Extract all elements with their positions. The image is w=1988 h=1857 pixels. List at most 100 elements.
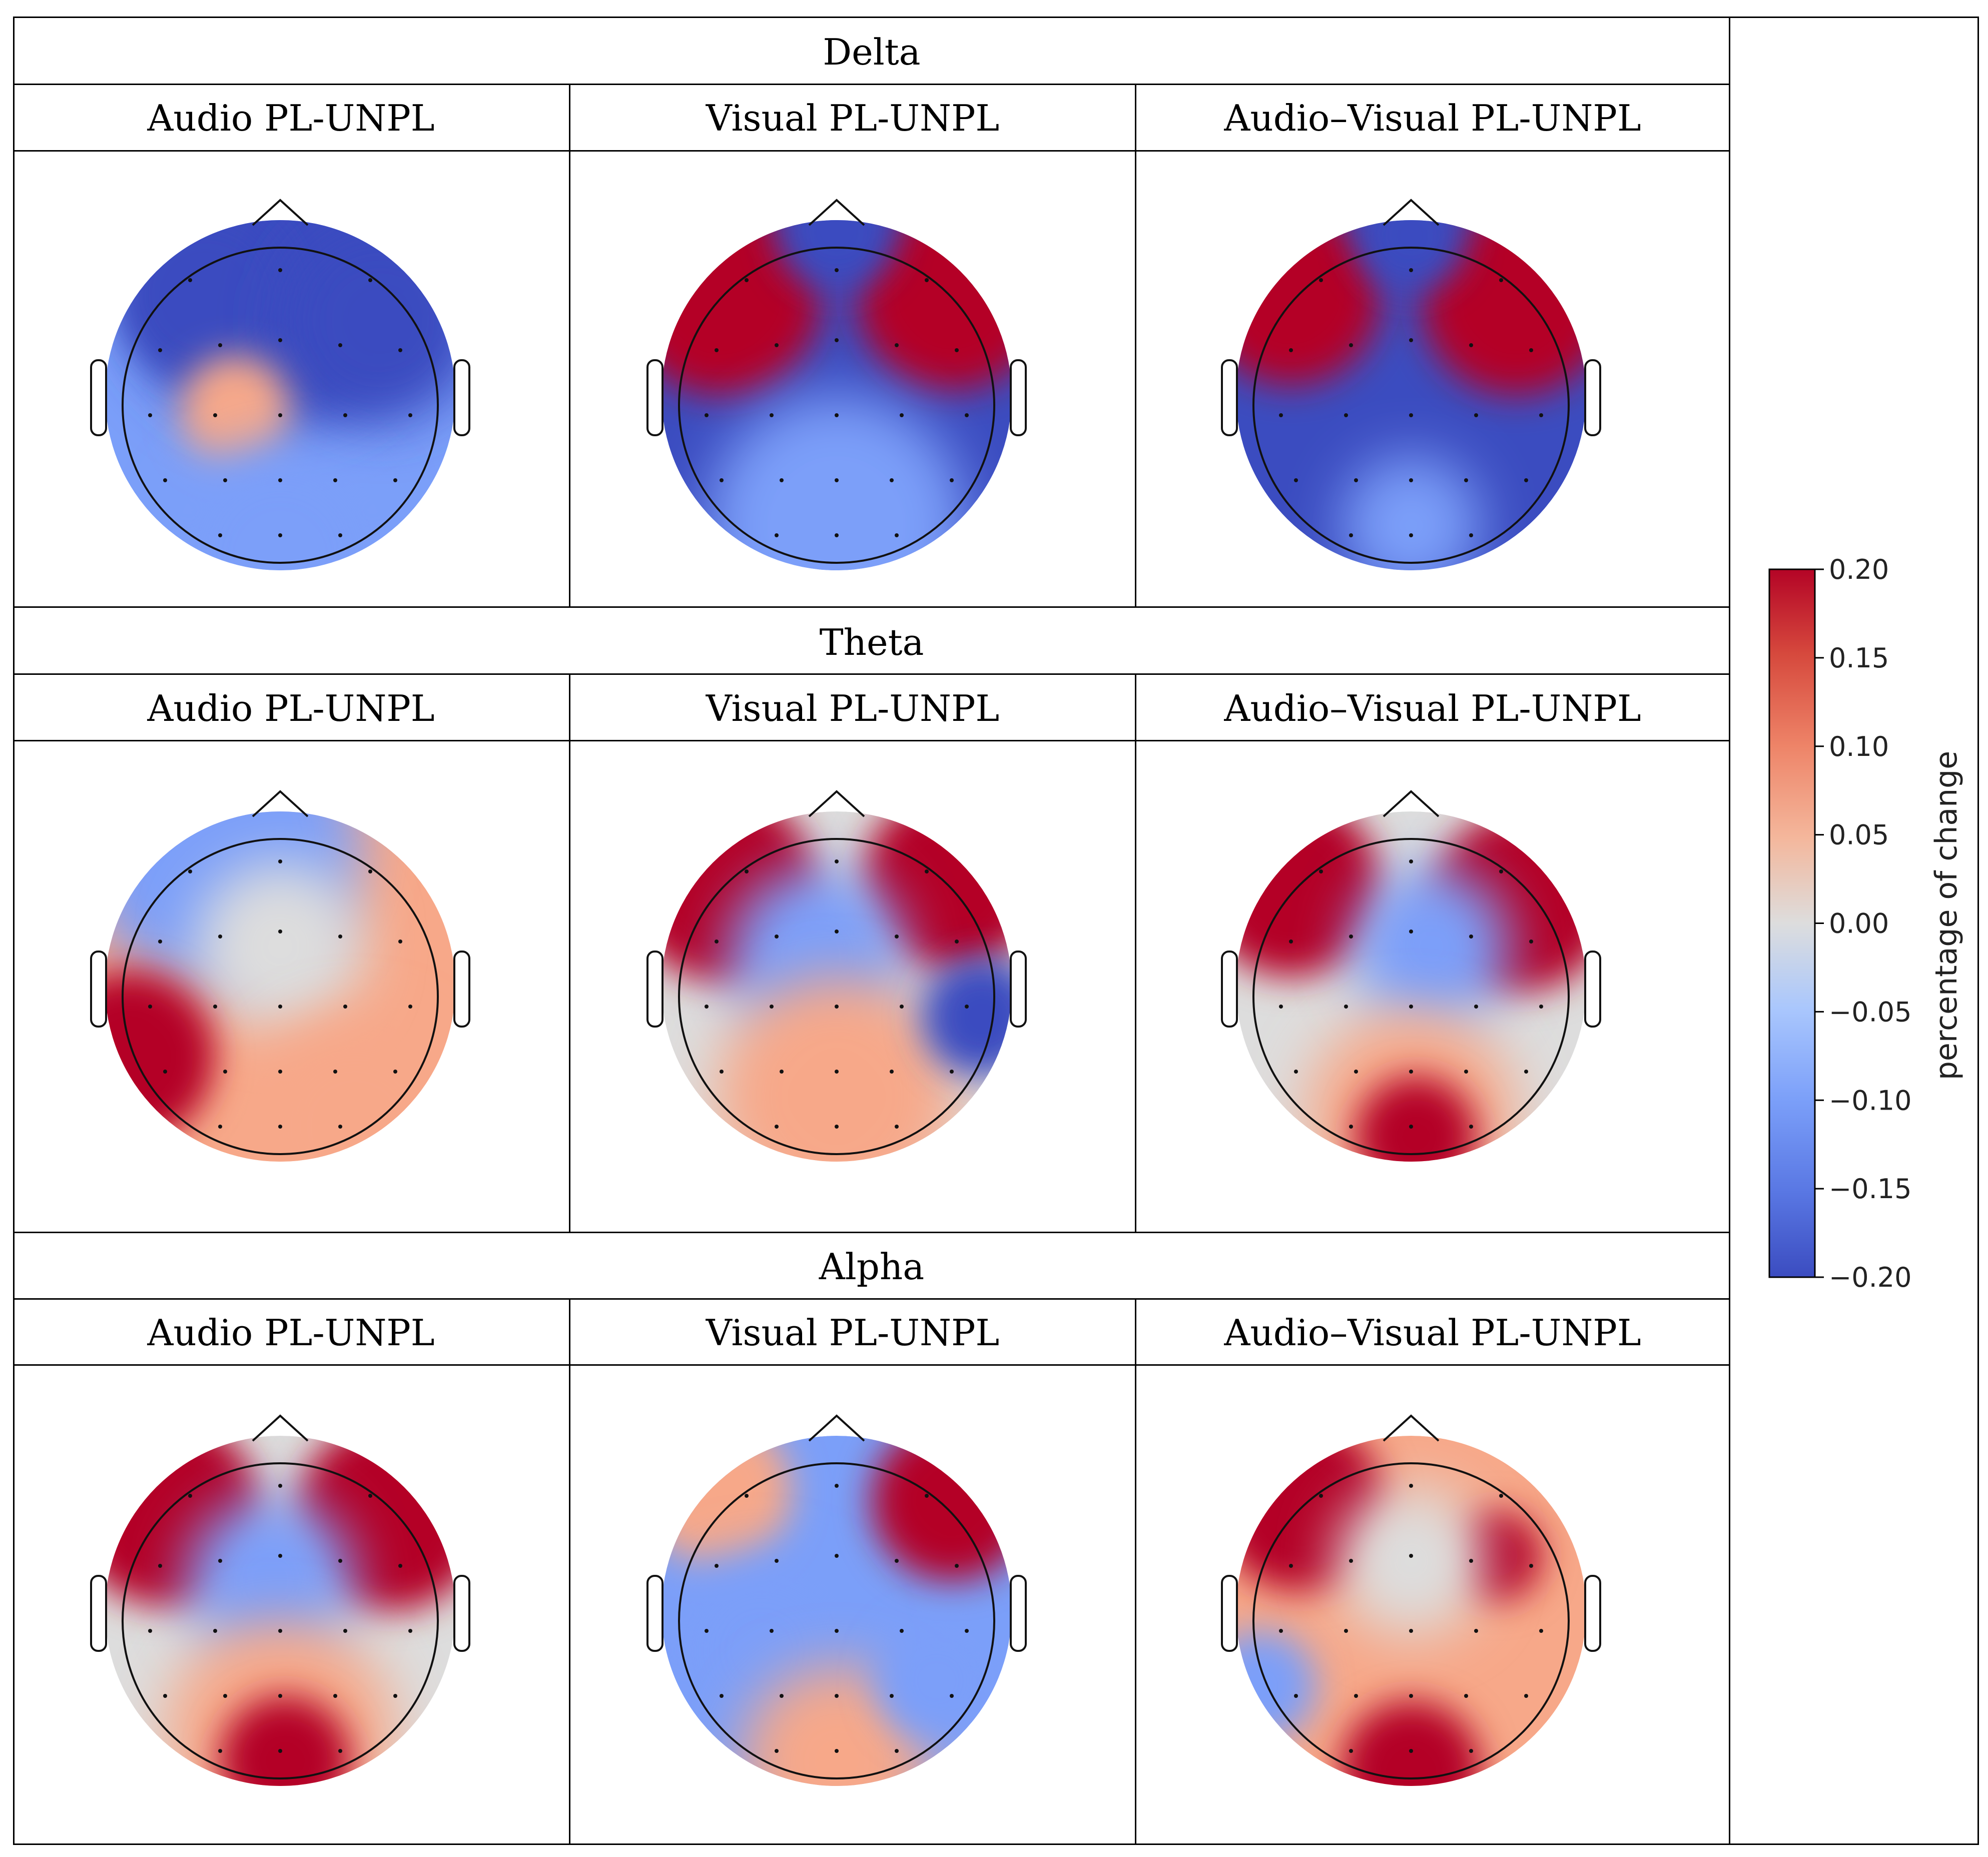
electrode [775,1749,779,1753]
electrode [770,1629,774,1633]
electrode [890,1070,894,1074]
electrode [775,1125,779,1129]
electrode [1539,413,1543,417]
electrode [1354,1070,1358,1074]
electrode [1409,1694,1413,1698]
electrode [745,869,749,873]
divider [13,1298,1730,1300]
topomap-region [661,220,822,395]
electrode [278,478,282,482]
electrode [1474,1005,1478,1009]
electrode [1469,533,1473,537]
ear-marker [1010,359,1027,436]
electrode [338,1559,342,1563]
electrode [368,1494,372,1498]
electrode [1289,348,1293,352]
electrode [965,1629,969,1633]
electrode [835,1554,839,1558]
nose-marker [1383,199,1440,226]
electrode [278,1554,282,1558]
electrode [398,940,402,944]
electrode [1409,338,1413,342]
electrode [338,1749,342,1753]
topomap-region [717,977,957,1162]
electrode [965,413,969,417]
electrode [950,478,954,482]
electrode [1409,1070,1413,1074]
electrode [925,869,929,873]
head-outline [1252,838,1570,1155]
electrode [223,1070,227,1074]
electrode [148,1629,152,1633]
electrode [775,343,779,347]
divider [13,1364,1730,1366]
electrode [1529,348,1533,352]
head-outline [678,247,995,564]
electrode [408,1629,412,1633]
topomap-region [170,445,390,570]
electrode [1524,1694,1528,1698]
ear-marker [90,951,107,1028]
electrode [213,1629,217,1633]
electrode [1464,478,1468,482]
electrode [775,533,779,537]
electrode [835,413,839,417]
electrode [1349,935,1353,939]
electrode [333,1694,337,1698]
electrode [835,930,839,934]
topomap [90,1414,470,1786]
electrode [1289,1564,1293,1568]
electrode [720,1070,724,1074]
electrode [720,478,724,482]
electrode [1499,278,1503,282]
electrode [278,533,282,537]
electrode [835,478,839,482]
electrode [770,1005,774,1009]
column-title: Audio PL-UNPL [147,97,435,139]
divider [13,150,1730,152]
ear-marker [1010,1575,1027,1652]
topomap [90,199,470,570]
divider [13,673,1730,675]
electrode [705,413,709,417]
electrode [775,1559,779,1563]
electrode [835,338,839,342]
electrode [1409,1554,1413,1558]
electrode [333,478,337,482]
topomap-region [1356,220,1466,290]
electrode [900,1629,904,1633]
nose-marker [252,1414,309,1442]
ear-marker [453,951,470,1028]
nose-marker [252,199,309,226]
colorbar-tick-label: 0.15 [1829,642,1889,674]
column-divider [1135,1298,1136,1845]
colorbar-tick-label: −0.20 [1829,1262,1911,1293]
ear-marker [90,1575,107,1652]
electrode [1354,478,1358,482]
electrode [398,348,402,352]
colorbar-tick-label: −0.05 [1829,996,1911,1028]
electrode [835,1070,839,1074]
electrode [835,268,839,272]
electrode [158,348,162,352]
topomap [1221,199,1601,570]
electrode [218,1749,222,1753]
electrode [965,1005,969,1009]
electrode [333,1070,337,1074]
electrode [278,268,282,272]
electrode [278,338,282,342]
colorbar-gradient [1768,568,1816,1278]
column-title: Audio–Visual PL-UNPL [1224,1312,1641,1354]
electrode [158,1564,162,1568]
electrode [895,1559,899,1563]
electrode [278,1125,282,1129]
divider [13,740,1730,741]
electrode [278,1070,282,1074]
ear-marker [1584,1575,1601,1652]
divider [13,1232,1730,1233]
topomap [1221,1414,1601,1786]
head-outline [122,1462,439,1779]
electrode [835,1749,839,1753]
electrode [1294,478,1298,482]
column-title: Audio–Visual PL-UNPL [1224,97,1641,139]
